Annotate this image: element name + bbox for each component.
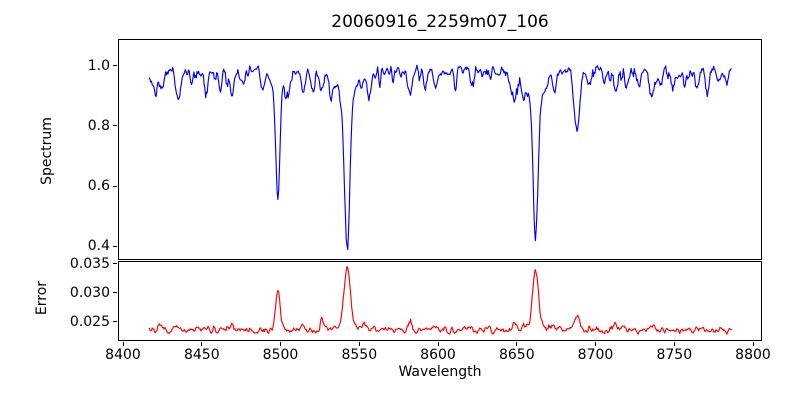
y-tick-mark (113, 292, 117, 294)
y-tick-mark (113, 245, 117, 247)
x-tick-mark (122, 342, 124, 346)
y-tick-label: 0.6 (87, 178, 110, 194)
y-tick-label: 0.8 (87, 117, 110, 134)
x-tick-mark (201, 342, 203, 346)
chart-title: 20060916_2259m07_106 (331, 12, 549, 32)
x-axis-label: Wavelength (398, 364, 482, 380)
x-tick-mark (358, 342, 360, 346)
x-tick-label: 8700 (577, 347, 614, 363)
x-tick-mark (437, 342, 439, 346)
x-tick-mark (516, 342, 518, 346)
x-tick-mark (673, 342, 675, 346)
y-tick-label: 0.4 (87, 238, 110, 255)
y-tick-mark (113, 185, 117, 187)
x-tick-label: 8650 (498, 347, 535, 363)
x-tick-label: 8400 (105, 347, 141, 363)
x-tick-label: 8750 (656, 347, 693, 363)
y-tick-mark (113, 65, 117, 67)
y-tick-mark (113, 321, 117, 323)
y-tick-mark (113, 125, 117, 127)
y-tick-label: 0.025 (69, 313, 110, 330)
x-tick-label: 8800 (735, 347, 771, 363)
y-tick-label: 1.0 (87, 57, 110, 74)
error-y-axis-label: Error (34, 280, 50, 316)
y-tick-mark (113, 263, 117, 265)
x-tick-mark (280, 342, 281, 346)
x-tick-label: 8550 (341, 347, 378, 363)
y-tick-label: 0.030 (69, 284, 110, 301)
x-tick-mark (752, 342, 754, 346)
x-tick-label: 8450 (183, 347, 220, 363)
error-line (148, 266, 732, 335)
spectrum-panel (118, 39, 762, 260)
x-tick-label: 8600 (420, 347, 456, 363)
spectrum-line (148, 64, 732, 251)
error-panel (118, 261, 762, 341)
x-tick-mark (595, 342, 596, 346)
x-tick-label: 8500 (262, 347, 299, 363)
y-tick-label: 0.035 (69, 255, 110, 272)
